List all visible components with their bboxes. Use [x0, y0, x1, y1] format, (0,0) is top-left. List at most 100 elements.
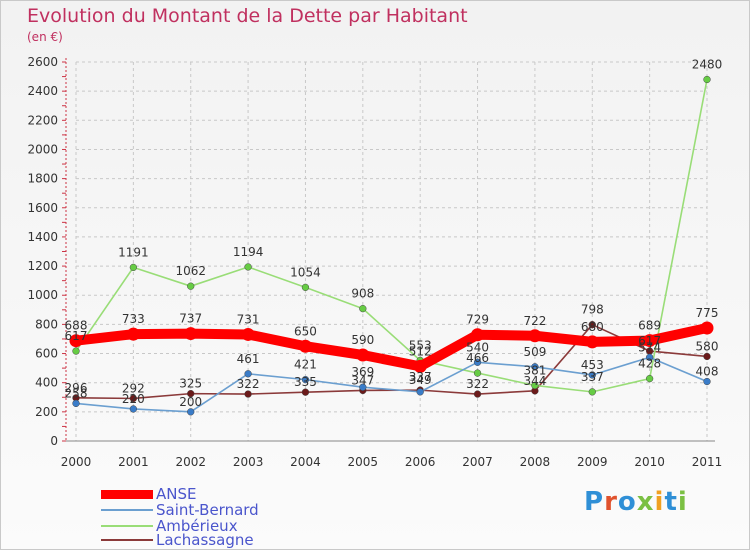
logo-letter: x	[636, 487, 655, 517]
data-label: 347	[351, 373, 374, 387]
data-label: 540	[466, 340, 489, 354]
data-label: 775	[696, 306, 719, 320]
data-point	[301, 388, 310, 396]
data-label: 680	[581, 320, 604, 334]
legend-item: Saint-Bernard	[101, 502, 259, 518]
data-point	[126, 327, 140, 341]
y-tick-label: 1600	[27, 201, 58, 215]
data-label: 509	[523, 345, 546, 359]
data-label: 322	[237, 377, 260, 391]
data-point	[531, 381, 539, 390]
y-tick-label: 2600	[27, 55, 58, 69]
data-point	[241, 327, 255, 341]
series-line-saint-bernard	[75, 356, 708, 413]
data-label: 1054	[290, 265, 321, 279]
y-tick-label: 1000	[27, 288, 58, 302]
x-tick-label: 2009	[577, 455, 608, 469]
data-label: 737	[179, 312, 202, 326]
legend-label: Ambérieux	[156, 517, 238, 535]
data-point	[585, 335, 599, 349]
x-tick-label: 2004	[290, 455, 321, 469]
data-point	[187, 408, 195, 416]
data-label: 292	[122, 381, 145, 395]
legend-swatch	[101, 509, 153, 511]
data-point	[413, 359, 427, 373]
legend-item: Ambérieux	[101, 518, 238, 534]
data-point	[700, 321, 714, 335]
data-point	[588, 321, 596, 329]
data-point	[69, 334, 83, 348]
y-tick-label: 400	[35, 376, 58, 390]
data-point	[703, 352, 711, 361]
x-tick-label: 2007	[462, 455, 493, 469]
data-point	[244, 370, 252, 378]
x-tick-label: 2000	[61, 455, 92, 469]
data-label: 369	[351, 365, 374, 379]
data-point	[528, 329, 542, 343]
data-label: 580	[696, 339, 719, 353]
data-point	[645, 374, 654, 383]
data-label: 722	[523, 314, 546, 328]
data-label: 408	[696, 365, 719, 379]
y-tick-label: 600	[35, 347, 58, 361]
logo-letter: t	[664, 487, 678, 517]
data-point	[531, 363, 539, 371]
legend-label: Lachassagne	[156, 531, 254, 549]
x-tick-label: 2011	[692, 455, 723, 469]
data-label: 258	[65, 386, 88, 400]
data-point	[244, 263, 252, 271]
logo-letter: i	[654, 487, 665, 517]
legend-label: Saint-Bernard	[156, 501, 259, 519]
data-point	[129, 263, 138, 272]
data-point	[184, 327, 198, 341]
axes: 0 200 400 600 800 1000 1200 1400 1600 1800 2000 220…	[27, 55, 722, 469]
logo-letter: o	[617, 487, 637, 517]
series-line-anse	[71, 323, 712, 372]
data-label: 344	[523, 374, 546, 388]
data-label: 729	[466, 313, 489, 327]
data-label: 908	[351, 287, 374, 301]
data-point	[473, 390, 482, 398]
logo-letter: i	[677, 487, 688, 517]
data-point	[588, 388, 596, 396]
data-label: 337	[581, 370, 604, 384]
legend-label: ANSE	[156, 485, 197, 503]
series-line-ambérieux	[75, 78, 708, 393]
data-label: 617	[65, 329, 88, 343]
data-point	[301, 375, 310, 384]
data-label: 1062	[175, 264, 206, 278]
data-label: 689	[638, 319, 661, 333]
data-point	[645, 353, 654, 361]
data-label: 574	[638, 340, 661, 354]
data-label: 512	[409, 344, 432, 358]
data-point	[301, 283, 310, 292]
data-point	[298, 339, 312, 353]
data-point	[643, 334, 657, 348]
data-point	[703, 75, 711, 84]
data-label: 381	[523, 363, 546, 377]
x-tick-label: 2001	[118, 455, 149, 469]
series-lines	[69, 75, 714, 416]
data-label: 325	[179, 377, 202, 391]
logo-letter: r	[604, 487, 618, 517]
legend-swatch	[101, 489, 153, 499]
data-label: 688	[65, 319, 88, 333]
legend-item: Lachassagne	[101, 532, 254, 548]
data-point	[359, 304, 367, 313]
legend-swatch	[101, 539, 153, 541]
y-tick-label: 1200	[27, 259, 58, 273]
data-point	[416, 388, 424, 396]
data-label: 590	[351, 333, 374, 347]
data-point	[471, 328, 485, 342]
data-label: 322	[466, 377, 489, 391]
y-tick-label: 800	[35, 317, 58, 331]
data-point	[129, 405, 138, 413]
x-tick-label: 2006	[405, 455, 436, 469]
y-tick-label: 2000	[27, 142, 58, 156]
data-point	[703, 377, 711, 386]
grid-lines	[75, 61, 708, 442]
data-point	[359, 383, 367, 391]
